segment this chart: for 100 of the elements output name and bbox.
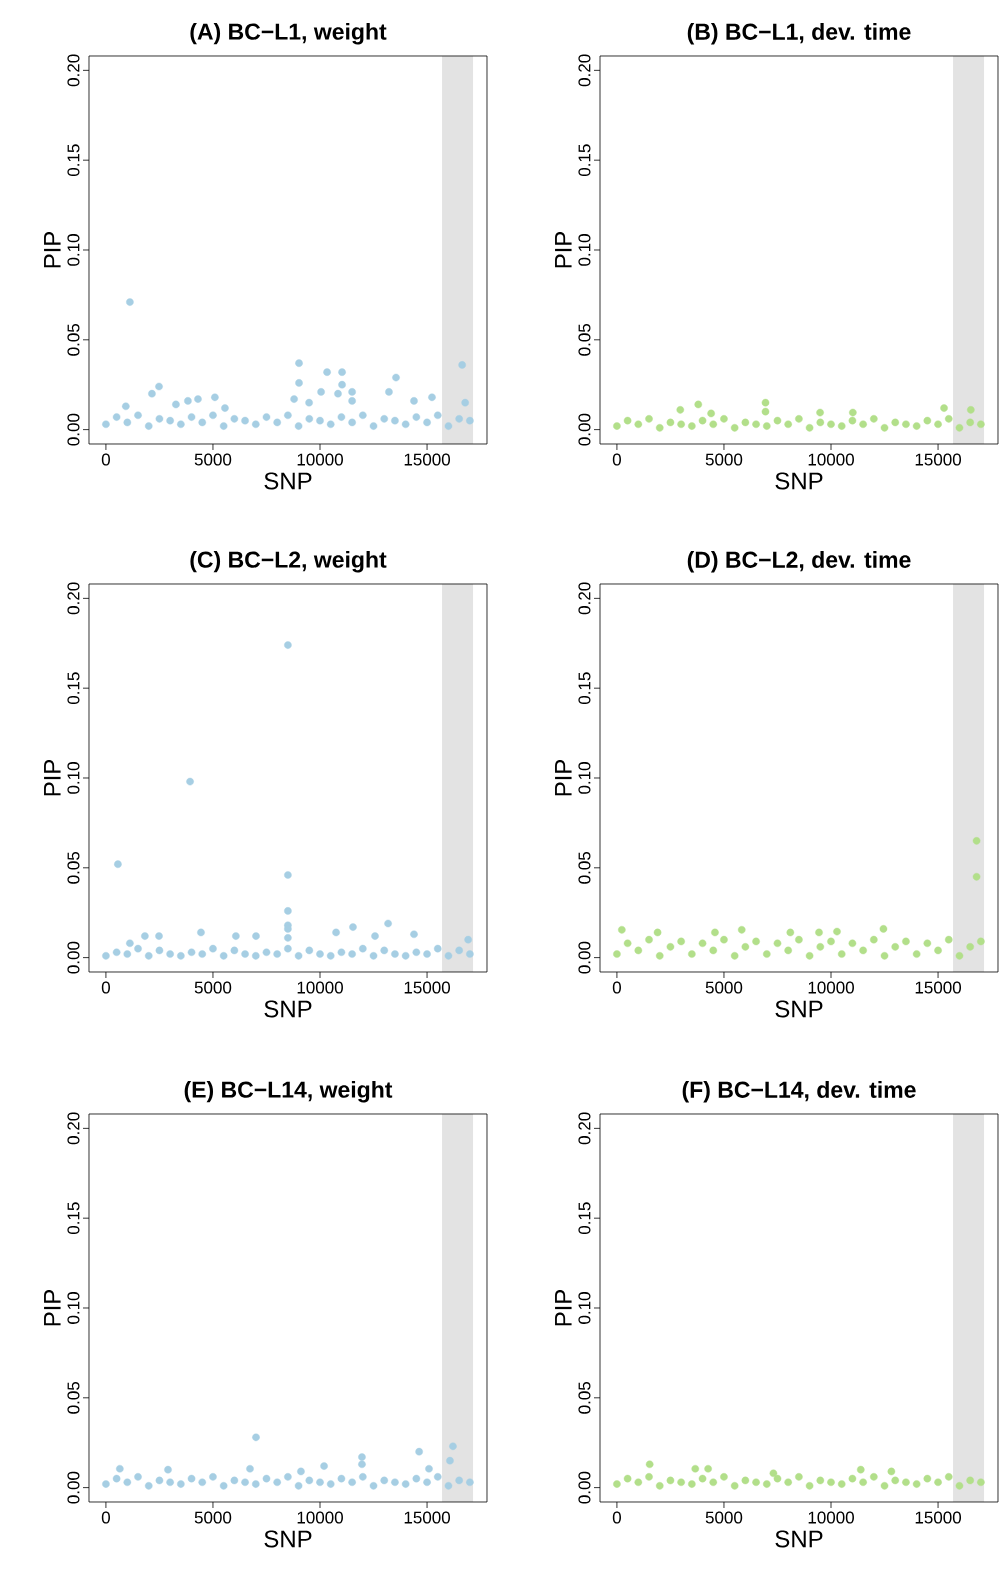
point: [348, 1478, 356, 1487]
point: [166, 1478, 174, 1487]
y-axis-title: PIP: [555, 231, 572, 268]
x-tick-label: 5000: [194, 981, 232, 994]
point: [241, 1478, 249, 1487]
point: [944, 1473, 953, 1481]
point: [449, 1442, 457, 1451]
point: [666, 418, 675, 427]
y-tick-label: 0.00: [67, 413, 80, 446]
point: [827, 1478, 835, 1487]
point: [870, 415, 878, 423]
point: [634, 420, 643, 429]
point: [837, 422, 846, 430]
point: [273, 1478, 281, 1487]
point: [891, 418, 900, 427]
chart-title: (D) BC−L2, dev. time: [687, 551, 911, 573]
x-axis-title: SNP: [264, 472, 312, 490]
y-tick-label: 0.20: [67, 582, 80, 615]
point: [177, 952, 185, 960]
point: [848, 939, 857, 948]
point: [252, 1433, 260, 1442]
point: [655, 424, 664, 432]
point: [144, 952, 153, 960]
point: [923, 939, 932, 948]
point: [972, 872, 981, 881]
point: [887, 1467, 896, 1476]
point: [773, 939, 782, 948]
point: [134, 944, 142, 953]
point: [688, 1480, 696, 1488]
x-tick-label: 10000: [297, 1511, 343, 1524]
chart-title: (B) BC−L1, dev. time: [687, 23, 911, 45]
point: [805, 952, 814, 960]
point: [677, 1478, 685, 1487]
y-tick-label: 0.10: [578, 234, 591, 266]
point: [455, 1476, 463, 1485]
point: [934, 946, 942, 955]
y-tick-label: 0.00: [67, 1471, 80, 1504]
y-tick-label: 0.20: [578, 54, 591, 87]
point: [252, 932, 260, 940]
point: [704, 1464, 712, 1473]
point: [623, 1474, 632, 1483]
point: [645, 415, 653, 423]
point: [816, 943, 825, 951]
chart-title: (A) BC−L1, weight: [190, 22, 387, 45]
x-tick-label: 15000: [404, 1511, 451, 1524]
y-tick-label: 0.15: [67, 144, 80, 177]
point: [912, 422, 921, 430]
point: [112, 948, 121, 957]
point: [934, 1478, 942, 1487]
point: [316, 1478, 324, 1487]
point: [711, 928, 719, 937]
point: [762, 1480, 771, 1488]
point: [358, 1453, 366, 1461]
point: [623, 939, 632, 948]
point: [284, 641, 292, 649]
point: [284, 907, 292, 915]
point: [859, 1478, 867, 1487]
y-axis-title: PIP: [44, 1289, 61, 1326]
point: [444, 1482, 453, 1490]
point: [371, 932, 379, 940]
point: [466, 1478, 474, 1487]
point: [891, 943, 900, 951]
point: [284, 934, 292, 942]
y-tick-label: 0.10: [67, 1292, 80, 1324]
point: [816, 418, 825, 427]
point: [859, 946, 867, 955]
point: [752, 1478, 760, 1487]
point: [326, 1480, 335, 1488]
point: [944, 415, 953, 423]
y-tick-label: 0.00: [67, 941, 80, 974]
point: [805, 1482, 814, 1490]
point: [401, 1480, 410, 1488]
point: [359, 944, 367, 953]
x-tick-label: 5000: [194, 1511, 232, 1524]
x-tick-label: 5000: [705, 1511, 743, 1524]
y-tick-label: 0.15: [578, 672, 591, 705]
point: [305, 946, 314, 955]
point: [784, 420, 792, 429]
y-tick-label: 0.10: [67, 762, 80, 794]
point: [816, 408, 824, 417]
point: [391, 950, 399, 958]
chart-title: (F) BC−L14, dev. time: [682, 1081, 916, 1103]
point: [348, 950, 356, 958]
point: [369, 1482, 378, 1490]
point: [262, 1474, 271, 1483]
point: [967, 406, 975, 414]
y-tick-label: 0.00: [578, 413, 591, 446]
x-axis-title: SNP: [775, 1000, 823, 1018]
point: [186, 777, 194, 786]
point: [164, 1465, 172, 1474]
point: [444, 952, 453, 960]
point: [423, 950, 431, 958]
point: [464, 935, 472, 944]
y-tick-label: 0.20: [578, 582, 591, 615]
point: [762, 950, 771, 958]
point: [623, 416, 632, 425]
x-axis-title: SNP: [264, 1530, 312, 1548]
point: [752, 937, 760, 946]
point: [358, 1460, 366, 1469]
point: [241, 950, 249, 958]
